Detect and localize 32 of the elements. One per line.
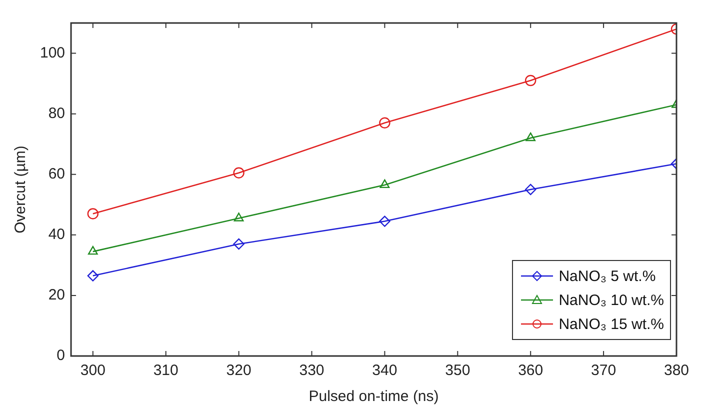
point: [524, 184, 536, 196]
y-axis-title: Overcut (µm): [12, 146, 30, 234]
x-tick-label: 360: [518, 362, 544, 380]
x-tick-label: 320: [226, 362, 252, 380]
legend-label: NaNO₃ 15 wt.%: [558, 316, 664, 332]
point: [234, 212, 244, 222]
x-tick-label: 300: [80, 362, 106, 380]
x-tick-label: 330: [299, 362, 324, 380]
point: [379, 117, 390, 128]
y-tick-label: 100: [40, 44, 66, 62]
x-tick-label: 350: [445, 362, 470, 380]
point: [524, 74, 536, 86]
x-axis-title: Pulsed on-time (ns): [308, 388, 439, 406]
point: [526, 132, 536, 142]
point: [87, 270, 99, 282]
point: [88, 246, 98, 255]
x-tick-label: 380: [664, 362, 689, 380]
legend-label: NaNO₃ 10 wt.%: [558, 292, 664, 308]
x-tick-label: 370: [591, 362, 616, 380]
y-tick-label: 40: [48, 226, 66, 244]
x-tick-label: 340: [372, 362, 398, 380]
point: [233, 167, 244, 178]
x-tick-label: 310: [153, 362, 178, 380]
y-tick-label: 60: [48, 166, 66, 183]
y-tick-label: 0: [56, 347, 66, 364]
point: [379, 216, 390, 227]
point: [233, 238, 244, 250]
legend-label: NaNO₃ 5 wt.%: [558, 268, 656, 284]
y-tick-label: 80: [48, 104, 66, 122]
y-tick-label: 20: [48, 286, 66, 304]
point: [380, 179, 390, 188]
point: [87, 208, 99, 220]
